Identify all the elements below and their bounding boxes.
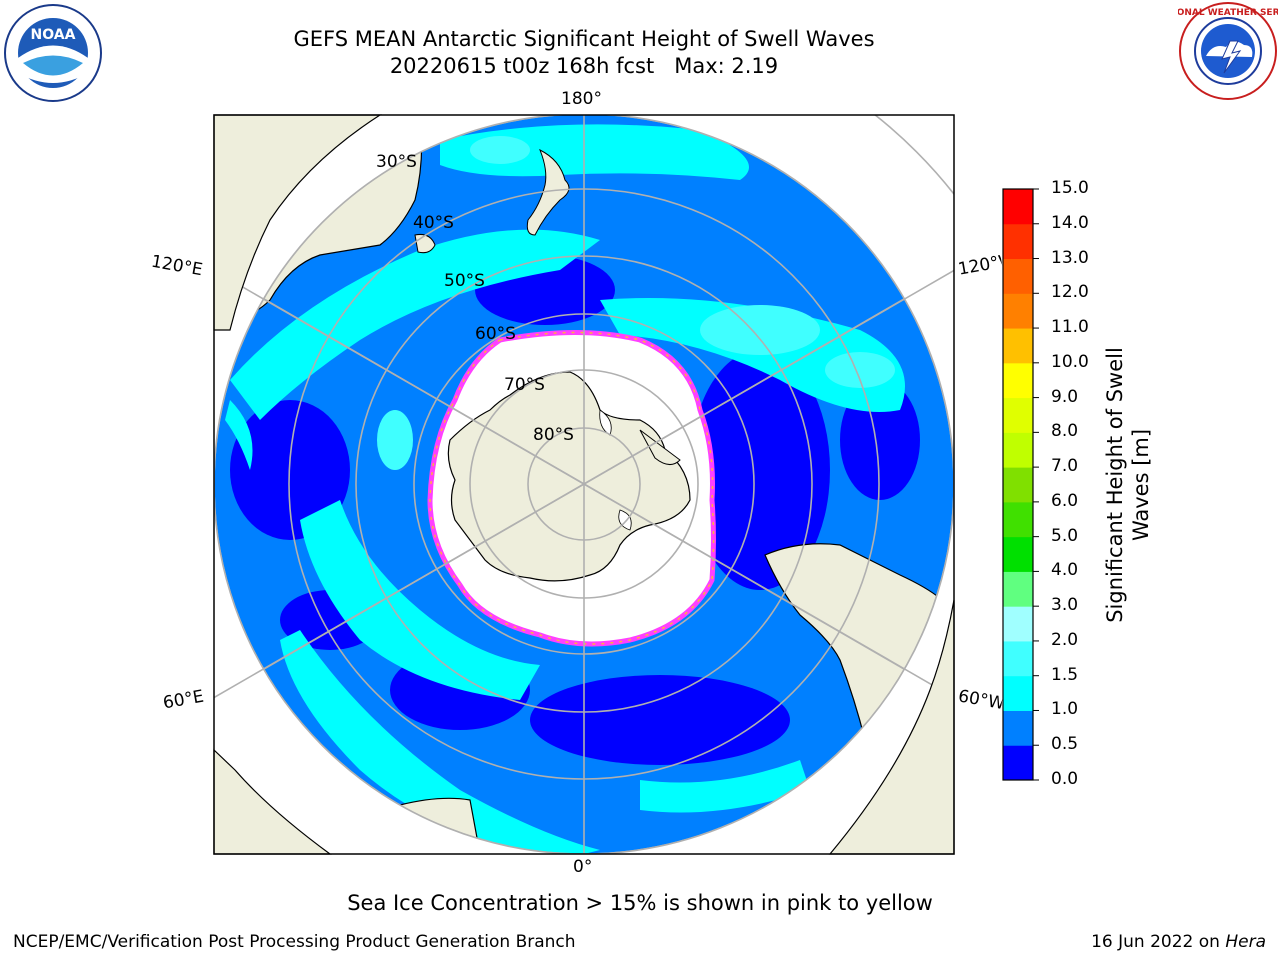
colorbar-tick-label: 0.5	[1051, 734, 1079, 755]
colorbar-segment	[1003, 745, 1033, 781]
nws-logo: NATIONAL WEATHER SERVICE	[1153, 1, 1280, 105]
colorbar-tick-label: 4.0	[1051, 560, 1079, 581]
colorbar-tick-label: 6.0	[1051, 490, 1079, 511]
svg-text:NOAA: NOAA	[31, 27, 76, 43]
colorbar-segment	[1003, 328, 1033, 364]
colorbar-segment	[1003, 640, 1033, 677]
colorbar-label-line1: Significant Height of Swell	[1103, 347, 1127, 623]
colorbar-segment	[1003, 432, 1033, 468]
colorbar-segment	[1003, 223, 1033, 260]
lat-label-70s: 70°S	[504, 375, 545, 395]
map-title: GEFS MEAN Antarctic Significant Height o…	[293, 27, 875, 51]
colorbar-segment	[1003, 675, 1033, 711]
colorbar-tick-label: 10.0	[1051, 351, 1089, 372]
noaa-logo: NOAA	[3, 3, 103, 107]
colorbar-segment	[1003, 189, 1033, 225]
lat-label-40s: 40°S	[413, 213, 454, 233]
colorbar-tick-label: 1.0	[1051, 699, 1079, 720]
colorbar-tick-label: 0.0	[1051, 769, 1079, 789]
colorbar-tick-label: 13.0	[1051, 247, 1089, 268]
footer-credit: NCEP/EMC/Verification Post Processing Pr…	[13, 932, 576, 952]
footer-machine: Hera	[1225, 932, 1266, 952]
colorbar-segment	[1003, 571, 1033, 607]
colorbar-segment	[1003, 362, 1033, 399]
svg-text:NATIONAL WEATHER SERVICE: NATIONAL WEATHER SERVICE	[1178, 8, 1278, 18]
colorbar-tick-label: 1.5	[1051, 664, 1079, 685]
lat-label-60s: 60°S	[475, 324, 516, 344]
colorbar-segment	[1003, 606, 1033, 642]
lat-label-80s: 80°S	[533, 425, 574, 445]
lon-label-0: 0°	[573, 857, 593, 877]
colorbar-segment	[1003, 258, 1033, 294]
colorbar-label-line2: Waves [m]	[1129, 428, 1153, 542]
colorbar-tick-label: 8.0	[1051, 421, 1079, 442]
colorbar-frame	[1002, 188, 1034, 781]
colorbar-tick-label: 15.0	[1051, 178, 1089, 198]
footer-date: 16 Jun 2022 on Hera	[1091, 932, 1266, 952]
colorbar-tick-label: 5.0	[1051, 525, 1079, 546]
colorbar-tick-label: 9.0	[1051, 386, 1079, 407]
colorbar-segment	[1003, 293, 1033, 329]
lat-label-30s: 30°S	[376, 152, 417, 172]
sea-ice-note: Sea Ice Concentration > 15% is shown in …	[347, 891, 933, 915]
new-zealand-landmass	[526, 148, 570, 236]
lat-label-50s: 50°S	[444, 271, 485, 291]
lon-label-180: 180°	[561, 89, 602, 109]
colorbar-segment	[1003, 397, 1033, 433]
colorbar-tick-label: 2.0	[1051, 629, 1079, 650]
colorbar-segment	[1003, 710, 1033, 746]
colorbar-tick-label: 12.0	[1051, 282, 1089, 303]
map-frame	[213, 114, 955, 855]
footer-date-text: 16 Jun 2022 on	[1091, 932, 1226, 952]
colorbar-tick-label: 7.0	[1051, 456, 1079, 477]
colorbar-segment	[1003, 536, 1033, 572]
colorbar	[1002, 188, 1039, 781]
colorbar-segment	[1003, 467, 1033, 503]
colorbar-tick-label: 11.0	[1051, 317, 1089, 338]
colorbar-tick-label: 3.0	[1051, 595, 1079, 616]
colorbar-segment	[1003, 501, 1033, 538]
map-subtitle: 20220615 t00z 168h fcst Max: 2.19	[389, 54, 779, 78]
colorbar-tick-label: 14.0	[1051, 212, 1089, 233]
